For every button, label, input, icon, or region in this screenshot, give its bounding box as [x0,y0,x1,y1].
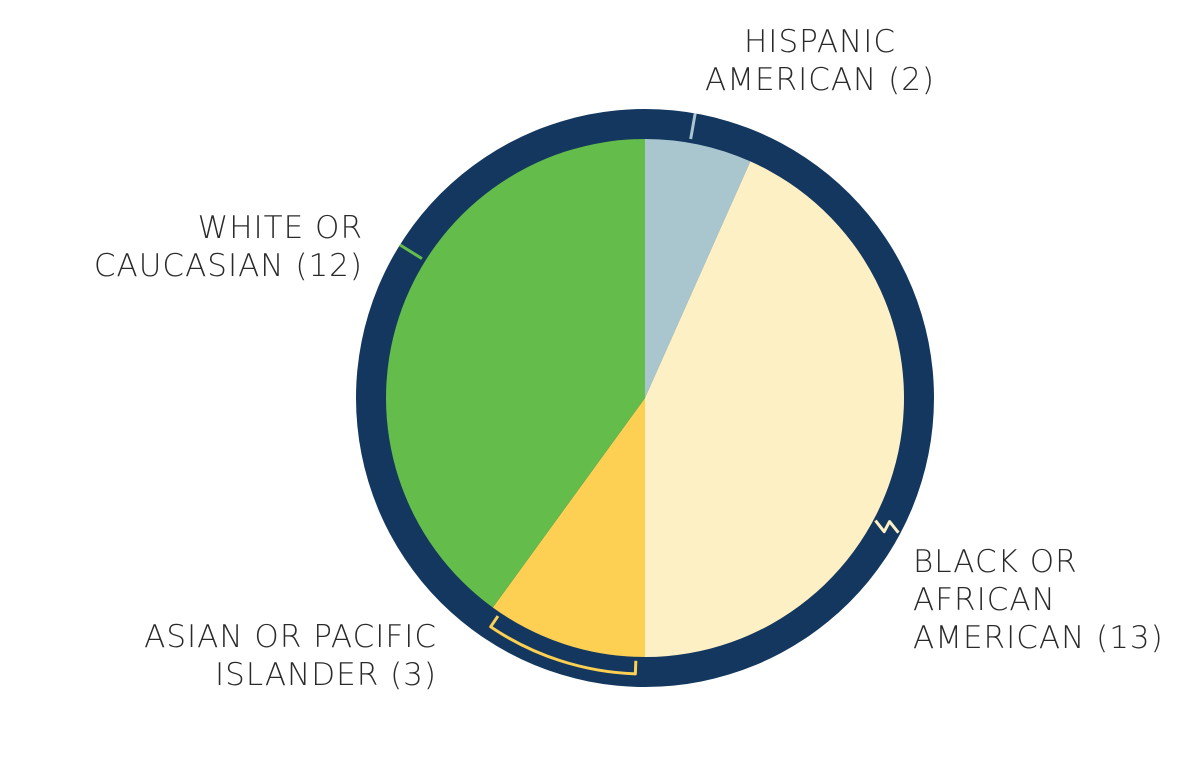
pie-slices [386,139,904,657]
leader-line-black-or-african-american [874,519,900,534]
slice-label-hispanic-american: HISPANIC AMERICAN (2) [705,24,935,98]
leader-line-white-or-caucasian [399,243,423,260]
pie-slice-black-or-african-american [645,161,904,657]
slice-label-asian-or-pacific-islander: ASIAN OR PACIFIC ISLANDER (3) [144,619,437,693]
pie-slice-white-or-caucasian [386,139,645,608]
label-line: CAUCASIAN (12) [94,248,363,284]
slice-label-black-or-african-american: BLACK OR AFRICAN AMERICAN (13) [913,544,1164,656]
label-line: ASIAN OR PACIFIC [144,619,437,655]
label-leader-lines [399,113,900,676]
pie-slice-asian-or-pacific-islander [492,398,645,657]
leader-line-hispanic-american [689,113,697,140]
label-line: HISPANIC [744,24,896,60]
pie-slice-hispanic-american [645,139,751,398]
label-line: WHITE OR [198,210,363,246]
label-line: AMERICAN (2) [705,62,935,98]
label-line: ISLANDER (3) [215,657,437,693]
label-line: AFRICAN [913,582,1056,618]
label-line: BLACK OR [913,544,1078,580]
slice-label-white-or-caucasian: WHITE OR CAUCASIAN (12) [94,210,363,284]
leader-line-asian-or-pacific-islander [489,615,638,676]
label-line: AMERICAN (13) [913,620,1164,656]
